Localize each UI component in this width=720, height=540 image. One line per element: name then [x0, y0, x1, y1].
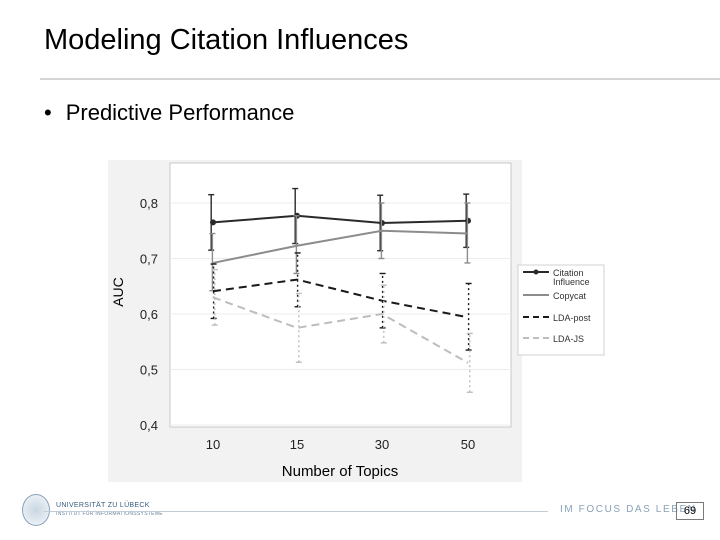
y-tick-label: 0,4 [140, 418, 158, 433]
legend-label: LDA-post [553, 313, 591, 323]
page-number: 69 [676, 502, 704, 520]
institute-name: INSTITUT FÜR INFORMATIONSSYSTEME [56, 511, 163, 517]
series-line [212, 214, 469, 224]
bullet-item: • Predictive Performance [44, 100, 294, 126]
y-tick-label: 0,8 [140, 196, 158, 211]
series-line [212, 296, 469, 364]
x-axis-label: Number of Topics [282, 463, 398, 480]
x-tick-label: 50 [461, 437, 475, 452]
legend-item: LDA-post [523, 313, 591, 323]
legend-item: Citation Influence [523, 268, 590, 287]
legend-label: Citation Influence [553, 268, 590, 287]
legend-marker [533, 269, 539, 275]
series-line [212, 278, 469, 319]
y-axis-ticks: 0,4 0,5 0,6 0,7 0,8 [140, 196, 158, 433]
series-copycat [209, 202, 471, 292]
y-tick-label: 0,6 [140, 307, 158, 322]
legend-item: LDA-JS [523, 334, 584, 344]
bullet-dot-icon: • [44, 100, 52, 125]
plot-area [169, 162, 512, 428]
y-tick-label: 0,5 [140, 363, 158, 378]
data-point [210, 219, 216, 226]
series-lda-js [211, 268, 473, 393]
university-logo: UNIVERSITÄT ZU LÜBECK INSTITUT FÜR INFOR… [22, 494, 163, 526]
y-axis-label: AUC [110, 277, 126, 307]
series-line [212, 229, 469, 264]
x-axis-ticks: 10 15 30 50 [206, 437, 475, 452]
legend-label: LDA-JS [553, 334, 584, 344]
legend: Citation Influence Copycat LDA-post LDA-JS [523, 268, 591, 344]
footer-motto: IM FOCUS DAS LEBEN [560, 504, 697, 515]
legend-box [517, 264, 605, 356]
bullet-text: Predictive Performance [65, 100, 295, 125]
title-divider [40, 78, 720, 80]
series-lda-post [210, 252, 472, 351]
x-tick-label: 10 [206, 437, 220, 452]
legend-item: Copycat [523, 291, 587, 301]
x-tick-label: 30 [375, 437, 389, 452]
x-tick-label: 15 [290, 437, 304, 452]
slide-title: Modeling Citation Influences [44, 24, 409, 56]
university-seal-icon [22, 494, 50, 526]
legend-label: Copycat [553, 291, 587, 301]
series-group [208, 187, 473, 393]
grid-lines [170, 202, 511, 426]
y-tick-label: 0,7 [140, 252, 158, 267]
university-name: UNIVERSITÄT ZU LÜBECK [56, 502, 150, 509]
footer-divider [44, 511, 548, 512]
